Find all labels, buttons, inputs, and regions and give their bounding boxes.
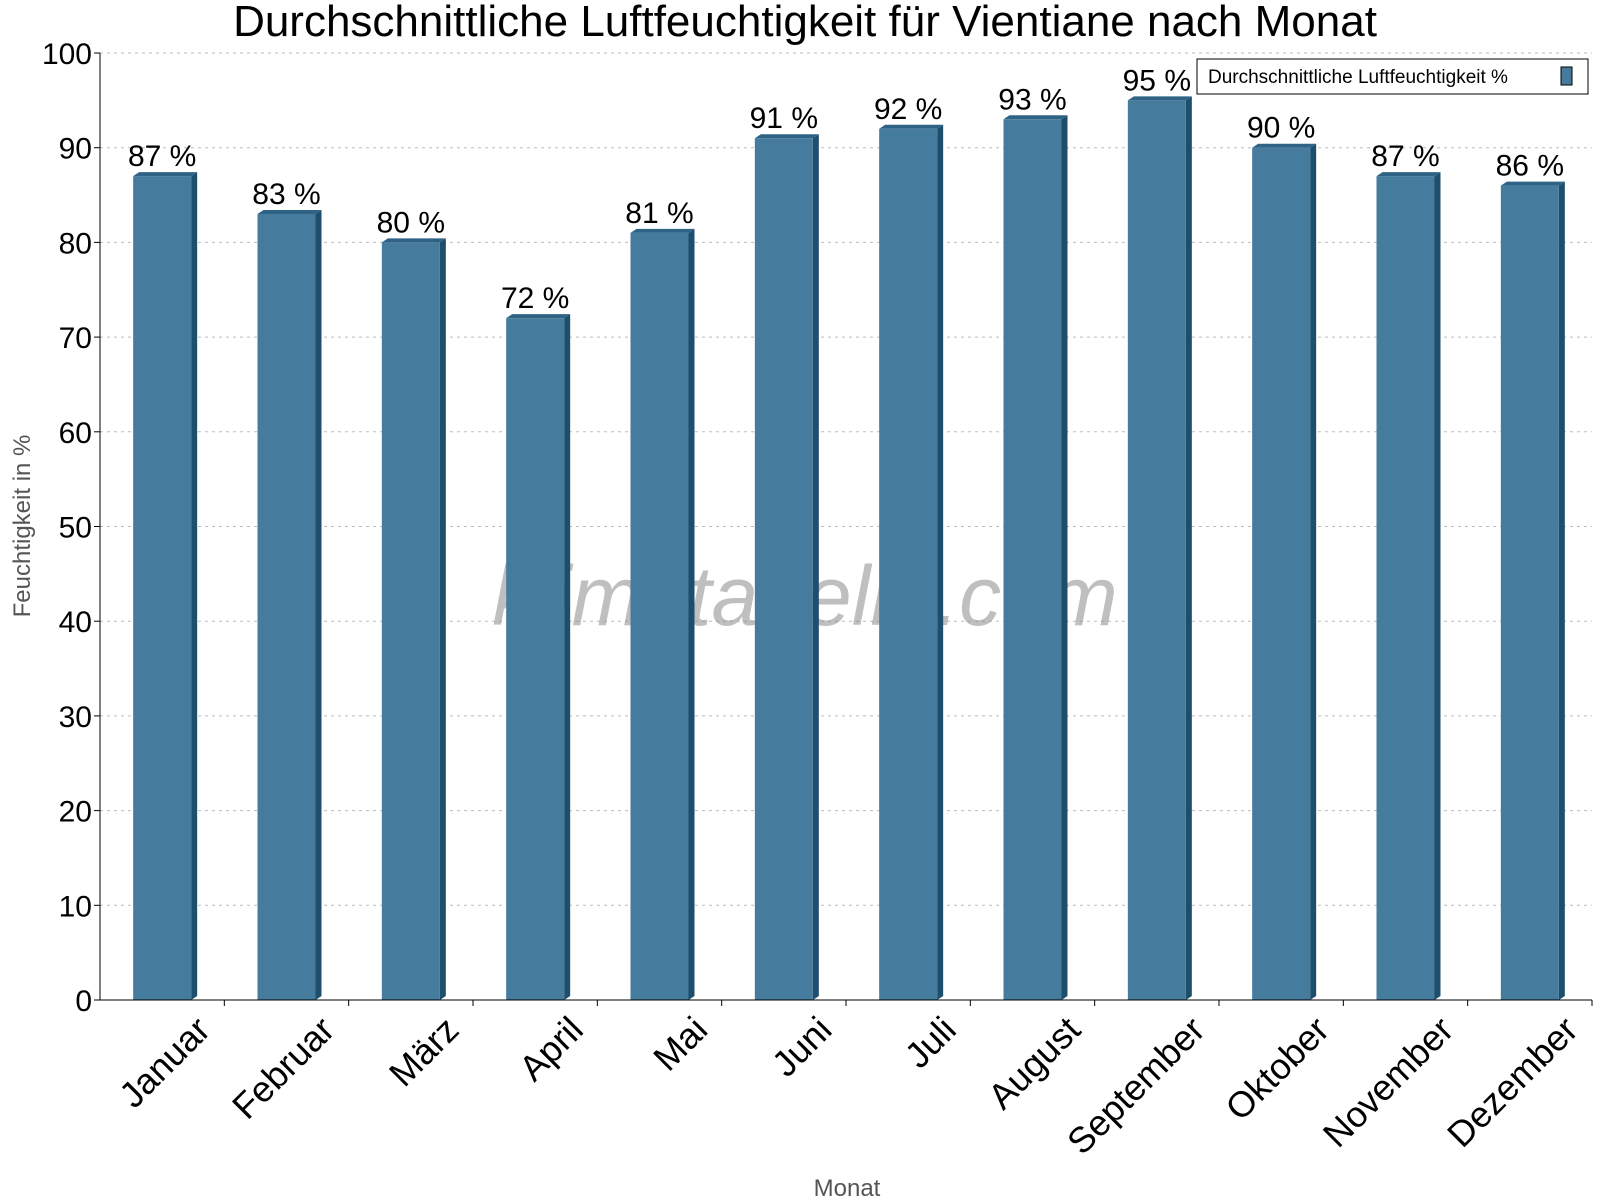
- x-tick-label: Juni: [764, 1009, 840, 1085]
- bar-side: [937, 124, 944, 1000]
- legend-swatch: [1560, 66, 1573, 86]
- chart-title: Durchschnittliche Luftfeuchtigkeit für V…: [233, 0, 1377, 46]
- x-tick-label: Januar: [111, 1009, 218, 1116]
- y-tick-label: 10: [59, 890, 92, 923]
- gridlines: [100, 52, 1592, 906]
- bar-top: [754, 134, 819, 139]
- bar-face: [257, 213, 316, 1001]
- data-label: 92 %: [874, 93, 942, 126]
- bar-face: [506, 318, 565, 1000]
- bar-side: [564, 314, 571, 1000]
- y-tick-label: 100: [42, 38, 92, 71]
- y-tick-label: 70: [59, 322, 92, 355]
- y-tick-label: 0: [75, 985, 92, 1018]
- bar-top: [1003, 115, 1068, 120]
- y-tick-label: 30: [59, 701, 92, 734]
- x-tick-label: Juli: [897, 1009, 964, 1076]
- bar-side: [812, 134, 819, 1001]
- bar-oktober: [1252, 143, 1317, 1000]
- bar-august: [1003, 115, 1068, 1001]
- y-axis-ticks: 0 10 20 30 40 50 60 70 80 90 100: [42, 38, 100, 1018]
- bar-top: [506, 314, 571, 319]
- bar-top: [879, 124, 944, 129]
- bar-top: [257, 209, 322, 214]
- bar-märz: [381, 238, 446, 1000]
- data-labels: 87 % 83 % 80 % 72 % 81 % 91 % 92 % 93 % 95 % 90 %…: [128, 64, 1564, 315]
- data-label: 86 %: [1496, 150, 1564, 183]
- y-tick-label: 50: [59, 512, 92, 545]
- bar-side: [439, 238, 446, 1000]
- bar-september: [1127, 96, 1192, 1001]
- data-label: 83 %: [252, 178, 320, 211]
- bar-top: [1252, 143, 1317, 148]
- legend-label: Durchschnittliche Luftfeuchtigkeit %: [1208, 67, 1508, 88]
- bar-februar: [257, 209, 322, 1001]
- bar-face: [1252, 147, 1311, 1000]
- x-tick-label: Mai: [645, 1009, 715, 1079]
- x-axis-ticks: Januar Februar März April Mai Juni Juli AugustS…: [111, 1000, 1593, 1162]
- bar-face: [1003, 119, 1062, 1001]
- bar-side: [1185, 96, 1192, 1001]
- bar-side: [1434, 172, 1441, 1001]
- bar-side: [688, 228, 695, 1000]
- bar-dezember: [1500, 181, 1565, 1000]
- bar-januar: [133, 172, 198, 1001]
- data-label: 87 %: [1371, 140, 1439, 173]
- bar-juli: [879, 124, 944, 1000]
- data-label: 72 %: [501, 282, 569, 315]
- bar-top: [381, 238, 446, 243]
- bar-side: [1061, 115, 1068, 1001]
- x-tick-label: März: [381, 1009, 467, 1095]
- bar-november: [1376, 172, 1441, 1001]
- x-tick-label: Oktober: [1217, 1009, 1337, 1129]
- bar-side: [1558, 181, 1565, 1000]
- bar-side: [315, 209, 322, 1001]
- bar-top: [1500, 181, 1565, 186]
- y-tick-label: 60: [59, 417, 92, 450]
- x-tick-label: Dezember: [1439, 1009, 1585, 1155]
- x-tick-label: Februar: [224, 1009, 342, 1127]
- y-axis-label: Feuchtigkeit in %: [9, 435, 36, 618]
- x-tick-label: April: [511, 1009, 591, 1089]
- y-tick-label: 20: [59, 796, 92, 829]
- bar-face: [754, 138, 813, 1001]
- bar-face: [1500, 185, 1559, 1000]
- bar-top: [1127, 96, 1192, 101]
- bars: [133, 96, 1565, 1001]
- bar-top: [133, 172, 198, 177]
- data-label: 93 %: [998, 83, 1066, 116]
- bar-side: [1310, 143, 1317, 1000]
- y-tick-label: 40: [59, 606, 92, 639]
- data-label: 91 %: [750, 102, 818, 135]
- bar-face: [133, 176, 192, 1001]
- y-tick-label: 90: [59, 133, 92, 166]
- y-tick-label: 80: [59, 227, 92, 260]
- bar-face: [630, 232, 689, 1000]
- data-label: 80 %: [377, 206, 445, 239]
- bar-face: [879, 128, 938, 1000]
- data-label: 90 %: [1247, 112, 1315, 145]
- data-label: 81 %: [625, 197, 693, 230]
- legend-box: [1196, 58, 1589, 95]
- data-label: 87 %: [128, 140, 196, 173]
- data-label: 95 %: [1123, 64, 1191, 97]
- bar-face: [1376, 176, 1435, 1001]
- bar-juni: [754, 134, 819, 1001]
- legend: Durchschnittliche Luftfeuchtigkeit %: [1196, 58, 1589, 95]
- bar-side: [191, 172, 198, 1001]
- x-tick-label: August: [980, 1009, 1088, 1117]
- bar-face: [381, 242, 440, 1000]
- x-tick-label: November: [1315, 1009, 1461, 1155]
- bar-top: [630, 228, 695, 233]
- bar-april: [506, 314, 571, 1000]
- bar-mai: [630, 228, 695, 1000]
- bar-top: [1376, 172, 1441, 177]
- x-axis-label: Monat: [814, 1175, 881, 1200]
- bar-face: [1127, 100, 1186, 1001]
